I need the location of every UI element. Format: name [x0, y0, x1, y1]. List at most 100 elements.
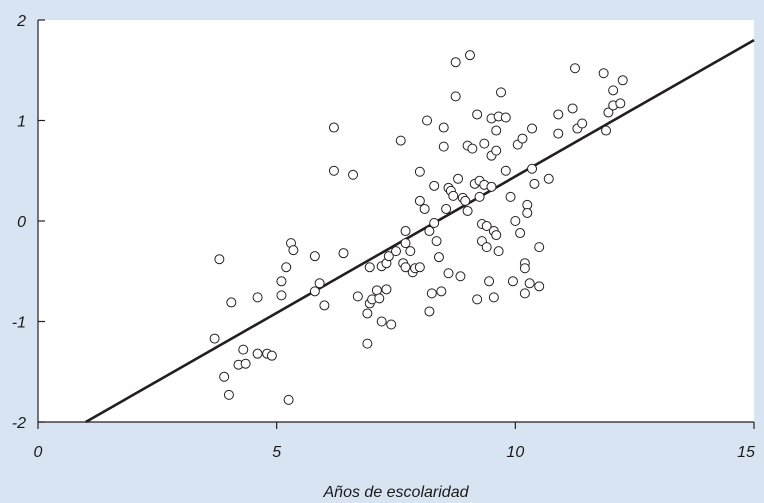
- x-tick-label: 5: [272, 444, 281, 461]
- x-tick-label: 15: [737, 444, 755, 461]
- data-point: [493, 246, 504, 257]
- data-point: [500, 112, 511, 123]
- data-point: [405, 246, 416, 257]
- data-point: [460, 195, 471, 206]
- data-point: [414, 262, 425, 273]
- data-point: [436, 286, 447, 297]
- data-point: [362, 308, 373, 319]
- data-point: [328, 122, 339, 133]
- data-point: [553, 109, 564, 120]
- data-point: [214, 254, 225, 265]
- data-point: [209, 333, 220, 344]
- data-point: [467, 143, 478, 154]
- data-point: [426, 288, 437, 299]
- ticks-layer: 0 5 10 15 -2 -1 0 1 2: [12, 13, 755, 461]
- data-point: [438, 141, 449, 152]
- data-point: [309, 251, 320, 262]
- data-point: [517, 133, 528, 144]
- data-point: [522, 207, 533, 218]
- data-point: [491, 230, 502, 241]
- data-point: [314, 278, 325, 289]
- data-point: [519, 288, 530, 299]
- data-point: [238, 344, 249, 355]
- data-point: [419, 203, 430, 214]
- data-point: [450, 57, 461, 68]
- marks-layer: [85, 38, 755, 424]
- data-point: [515, 228, 526, 239]
- y-tick-label: -2: [12, 415, 26, 432]
- data-point: [381, 284, 392, 295]
- data-point: [362, 338, 373, 349]
- data-point: [488, 292, 499, 303]
- data-point: [507, 276, 518, 287]
- x-axis-title: Años de escolaridad: [323, 484, 470, 501]
- data-point: [429, 180, 440, 191]
- y-tick-label: 0: [17, 214, 26, 231]
- y-tick-label: 2: [16, 13, 26, 30]
- data-point: [400, 226, 411, 237]
- data-point: [529, 178, 540, 189]
- data-point: [496, 87, 507, 98]
- y-tick-label: -1: [12, 315, 26, 332]
- data-point: [309, 286, 320, 297]
- data-point: [391, 246, 401, 257]
- data-point: [534, 281, 545, 292]
- data-point: [443, 268, 454, 279]
- data-point: [252, 292, 263, 303]
- regression-line: [85, 38, 755, 424]
- data-point: [348, 169, 359, 180]
- data-point: [500, 165, 511, 176]
- data-point: [598, 68, 609, 79]
- data-point: [524, 278, 535, 289]
- y-tick-label: 1: [17, 114, 26, 131]
- data-point: [438, 122, 449, 133]
- data-point: [386, 319, 397, 330]
- data-point: [601, 125, 612, 136]
- data-point: [481, 221, 492, 232]
- data-point: [481, 242, 492, 253]
- data-point: [570, 63, 580, 74]
- data-point: [266, 350, 277, 361]
- data-point: [364, 262, 375, 273]
- data-point: [376, 316, 387, 327]
- data-point: [338, 248, 349, 259]
- data-point: [395, 135, 406, 146]
- data-point: [464, 50, 475, 61]
- data-point: [424, 306, 435, 317]
- data-point: [577, 118, 588, 129]
- data-point: [288, 245, 299, 256]
- data-point: [479, 138, 490, 149]
- data-point: [567, 103, 578, 114]
- data-point: [223, 389, 234, 400]
- data-point: [450, 91, 461, 102]
- data-point: [491, 145, 502, 156]
- data-point: [400, 238, 411, 249]
- data-point: [219, 371, 230, 382]
- data-point: [603, 107, 614, 118]
- data-point: [276, 276, 287, 287]
- data-point: [441, 203, 452, 214]
- data-point: [400, 262, 411, 273]
- x-tick-label: 0: [34, 444, 43, 461]
- plot-area: [38, 20, 754, 422]
- data-point: [283, 394, 294, 405]
- data-point: [281, 262, 292, 273]
- data-point: [455, 271, 466, 282]
- data-point: [328, 165, 339, 176]
- data-point: [240, 358, 251, 369]
- x-tick-label: 10: [506, 444, 524, 461]
- data-point: [453, 173, 464, 184]
- data-point: [422, 115, 433, 126]
- data-point: [474, 191, 485, 202]
- data-point: [226, 297, 237, 308]
- data-point: [534, 242, 545, 253]
- data-point: [374, 293, 385, 304]
- data-point: [462, 205, 473, 216]
- data-point: [527, 163, 538, 174]
- data-point: [429, 218, 440, 229]
- data-point: [431, 236, 442, 247]
- data-point: [617, 75, 628, 86]
- data-point: [352, 291, 363, 302]
- data-point: [252, 348, 263, 359]
- data-point: [414, 195, 425, 206]
